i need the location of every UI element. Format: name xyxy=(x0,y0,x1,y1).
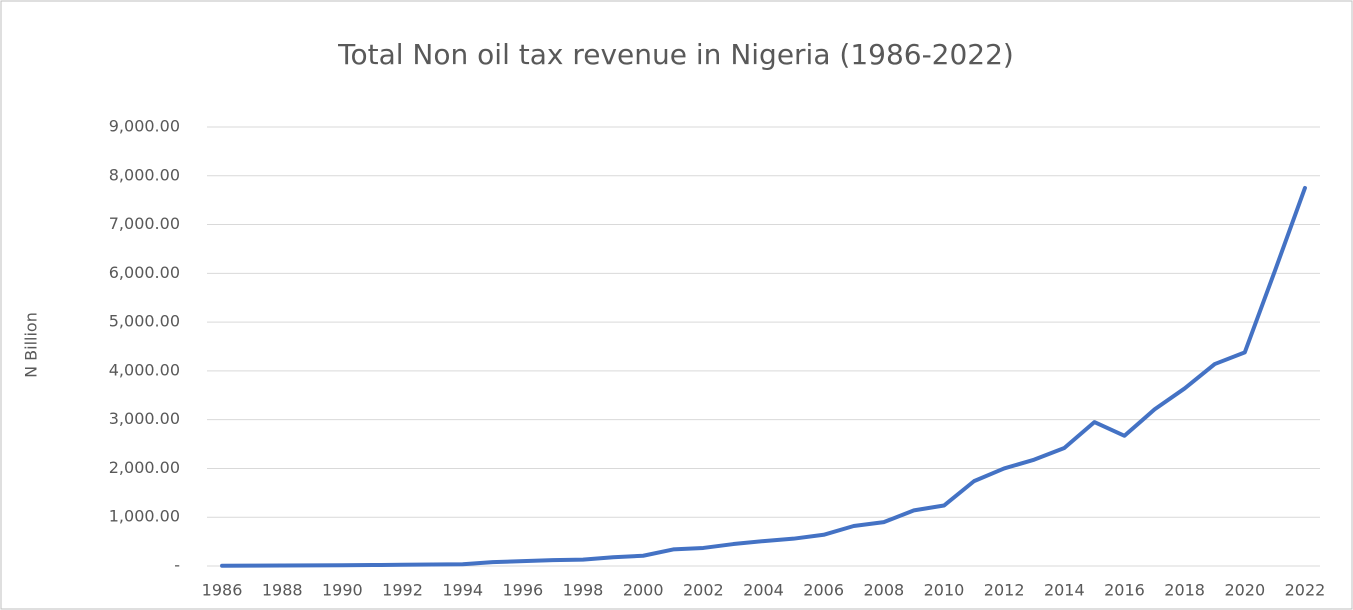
x-tick-label: 2002 xyxy=(683,581,724,600)
x-tick-label: 1998 xyxy=(563,581,604,600)
x-tick-label: 2010 xyxy=(924,581,965,600)
data-line xyxy=(220,185,1307,568)
x-tick-label: 2020 xyxy=(1224,581,1265,600)
y-tick-label: 1,000.00 xyxy=(109,507,180,526)
x-tick-label: 2022 xyxy=(1285,581,1326,600)
y-tick-label: 3,000.00 xyxy=(109,409,180,428)
y-tick-label: 9,000.00 xyxy=(109,117,180,136)
x-tick-label: 1994 xyxy=(442,581,483,600)
x-tick-label: 2018 xyxy=(1164,581,1205,600)
y-tick-label: 5,000.00 xyxy=(109,312,180,331)
y-tick-label: 2,000.00 xyxy=(109,458,180,477)
x-tick-label: 1996 xyxy=(502,581,543,600)
x-tick-label: 2000 xyxy=(623,581,664,600)
x-tick-label: 2004 xyxy=(743,581,784,600)
x-tick-label: 1990 xyxy=(322,581,363,600)
x-tick-label: 2008 xyxy=(863,581,904,600)
chart-title: Total Non oil tax revenue in Nigeria (19… xyxy=(337,38,1014,71)
y-tick-label: 8,000.00 xyxy=(109,165,180,184)
y-tick-label: - xyxy=(174,556,180,575)
y-axis-label: N Billion xyxy=(22,312,41,378)
x-tick-label: 2014 xyxy=(1044,581,1085,600)
x-tick-label: 2016 xyxy=(1104,581,1145,600)
y-tick-label: 7,000.00 xyxy=(109,214,180,233)
x-tick-label: 2012 xyxy=(984,581,1025,600)
x-tick-label: 2006 xyxy=(803,581,844,600)
y-tick-label: 6,000.00 xyxy=(109,263,180,282)
x-tick-label: 1986 xyxy=(202,581,243,600)
y-tick-label: 4,000.00 xyxy=(109,360,180,379)
x-tick-label: 1988 xyxy=(262,581,303,600)
x-tick-label: 1992 xyxy=(382,581,423,600)
